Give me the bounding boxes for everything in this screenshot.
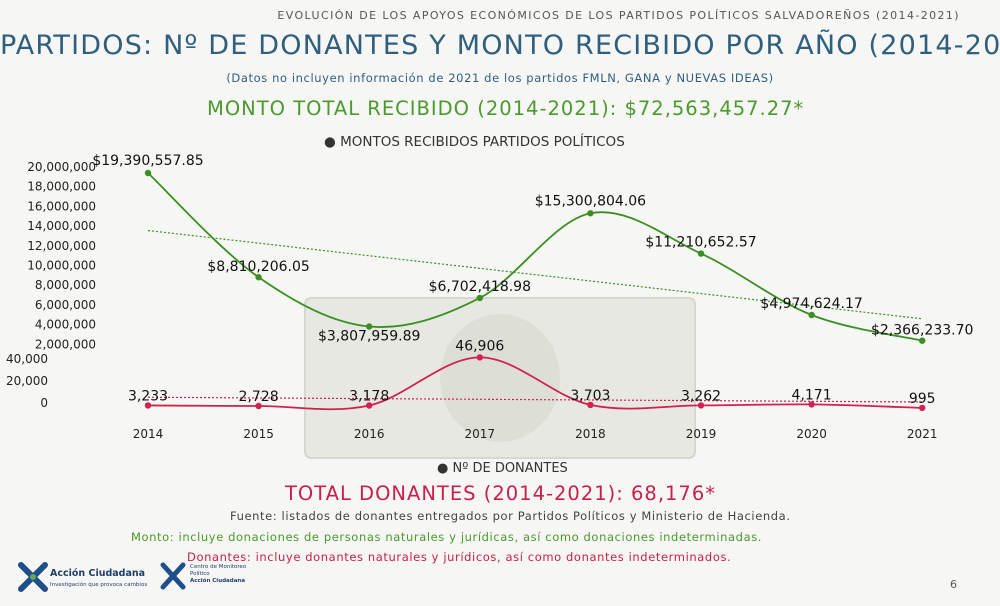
y-tick-monto: 2,000,000 <box>35 337 96 351</box>
data-point-donantes <box>808 401 815 408</box>
data-label-donantes: 3,233 <box>128 388 168 404</box>
data-label-donantes: 3,178 <box>349 389 389 405</box>
trendline-donantes <box>147 396 923 403</box>
monto-note: Monto: incluye donaciones de personas na… <box>131 530 763 544</box>
data-label-donantes: 3,262 <box>681 388 721 404</box>
centro-monitoreo-logo: Centro de Monitoreo Político Acción Ciud… <box>160 560 270 596</box>
trendline-monto <box>147 229 923 320</box>
data-point-donantes <box>366 402 373 409</box>
data-point-donantes <box>919 404 926 412</box>
logo-line2: Político <box>190 571 210 577</box>
total-donantes-heading: TOTAL DONANTES (2014-2021): 68,176* <box>285 482 716 505</box>
data-point-monto <box>808 311 815 319</box>
data-label-monto: $15,300,804.06 <box>535 193 646 209</box>
data-label-monto: $3,807,959.89 <box>318 328 420 344</box>
total-monto-heading: MONTO TOTAL RECIBIDO (2014-2021): $72,56… <box>207 97 805 120</box>
y-tick-donantes: 40,000 <box>6 352 48 366</box>
source-note: Fuente: listados de donantes entregados … <box>230 509 791 523</box>
x-logo-icon <box>160 562 186 590</box>
data-label-monto: $4,974,624.17 <box>760 296 862 312</box>
logo-tagline: Investigación que provoca cambios <box>50 582 148 588</box>
data-point-donantes <box>255 402 262 410</box>
x-tick-label: 2014 <box>133 427 164 441</box>
data-label-donantes: 2,728 <box>239 389 279 405</box>
logo-line1: Centro de Monitoreo <box>190 564 247 570</box>
data-label-donantes: 995 <box>909 391 936 407</box>
data-label-monto: $2,366,233.70 <box>871 323 973 339</box>
data-point-monto <box>366 323 373 330</box>
logo-name: Acción Ciudadana <box>50 568 146 579</box>
x-tick-label: 2020 <box>796 427 827 441</box>
y-tick-monto: 20,000,000 <box>27 160 96 174</box>
y-tick-donantes: 20,000 <box>6 374 48 388</box>
data-point-monto <box>697 250 705 257</box>
y-tick-monto: 6,000,000 <box>35 298 96 312</box>
logo-line3: Acción Ciudadana <box>190 578 246 584</box>
series-line-donantes <box>147 356 923 411</box>
y-tick-monto: 4,000,000 <box>35 318 96 332</box>
legend-montos: ● MONTOS RECIBIDOS PARTIDOS POLÍTICOS <box>324 134 625 150</box>
y-tick-monto: 12,000,000 <box>27 239 96 253</box>
y-tick-monto: 8,000,000 <box>35 278 96 292</box>
data-point-monto <box>919 337 926 344</box>
accion-ciudadana-logo: Acción Ciudadana Investigación que provo… <box>18 560 158 596</box>
y-tick-monto: 10,000,000 <box>27 259 96 273</box>
data-point-donantes <box>697 402 705 409</box>
combined-line-chart: 20,000,000 18,000,000 16,000,000 14,000,000… <box>6 153 973 459</box>
data-label-donantes: 3,703 <box>570 388 610 404</box>
page-title: PARTIDOS: Nº DE DONANTES Y MONTO RECIBID… <box>0 30 1000 61</box>
data-point-donantes <box>144 402 152 409</box>
supertitle: EVOLUCIÓN DE LOS APOYOS ECONÓMICOS DE LO… <box>277 9 960 22</box>
x-logo-icon <box>18 562 48 592</box>
data-label-monto: $19,390,557.85 <box>92 153 203 169</box>
x-tick-label: 2017 <box>465 427 496 441</box>
data-label-monto: $6,702,418.98 <box>429 279 531 295</box>
x-tick-label: 2016 <box>354 427 385 441</box>
legend-donantes: ● Nº DE DONANTES <box>437 461 568 476</box>
data-point-monto <box>255 274 262 281</box>
x-tick-label: 2019 <box>686 427 717 441</box>
data-point-donantes <box>587 401 594 409</box>
y-tick-monto: 14,000,000 <box>27 219 96 233</box>
data-label-monto: $8,810,206.05 <box>207 259 309 275</box>
data-point-monto <box>144 169 152 177</box>
x-tick-label: 2021 <box>907 427 938 441</box>
donantes-note: Donantes: incluye donantes naturales y j… <box>187 550 732 564</box>
data-point-donantes <box>476 354 483 361</box>
x-tick-label: 2018 <box>575 427 606 441</box>
series-line-monto <box>147 172 923 342</box>
data-label-monto: $11,210,652.57 <box>645 235 756 251</box>
data-point-monto <box>587 210 594 217</box>
y-tick-donantes: 0 <box>40 396 48 410</box>
data-label-donantes: 4,171 <box>792 387 832 403</box>
data-label-donantes: 46,906 <box>455 338 504 354</box>
y-tick-monto: 16,000,000 <box>27 199 96 213</box>
data-point-monto <box>476 294 483 302</box>
page-subtitle: (Datos no incluyen información de 2021 d… <box>226 71 774 85</box>
y-tick-monto: 18,000,000 <box>27 180 96 194</box>
page-number: 6 <box>950 578 957 591</box>
x-tick-label: 2015 <box>243 427 274 441</box>
banknote-portrait <box>440 314 560 442</box>
